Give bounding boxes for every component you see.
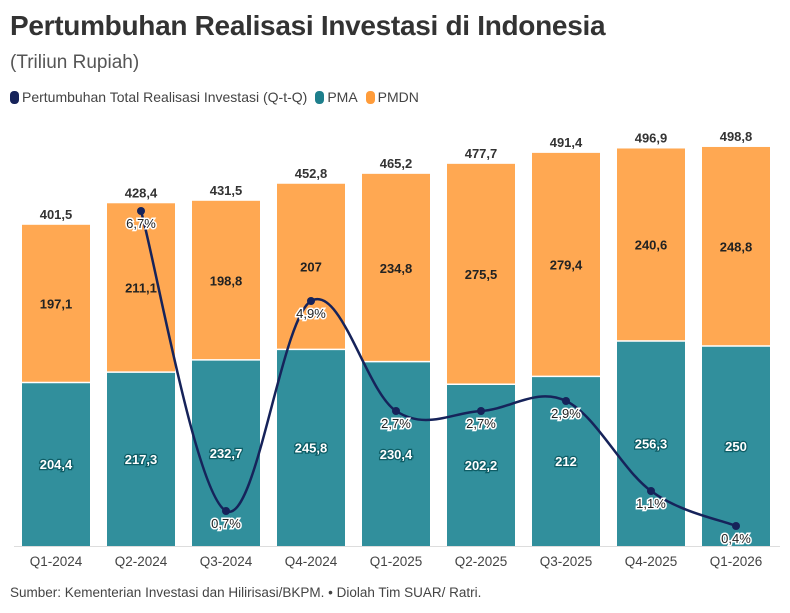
growth-point — [477, 407, 485, 415]
bar-pmdn — [192, 200, 260, 360]
data-label-pma: 230,4 — [380, 447, 413, 462]
data-label-pma: 250 — [725, 439, 747, 454]
data-label-total: 498,8 — [720, 129, 753, 144]
data-label-pmdn: 240,6 — [635, 238, 668, 253]
bar-pmdn — [532, 152, 600, 377]
growth-point — [562, 397, 570, 405]
legend-label-pma: PMA — [327, 89, 358, 105]
data-label-total: 491,4 — [550, 135, 583, 150]
bar-pma — [362, 361, 430, 546]
growth-label: 6,7% — [126, 216, 156, 231]
x-tick-label: Q2-2024 — [115, 554, 168, 569]
bar-pmdn — [362, 173, 430, 362]
x-tick-label: Q1-2025 — [370, 554, 423, 569]
data-label-total: 431,5 — [210, 183, 243, 198]
chart-subtitle: (Triliun Rupiah) — [10, 52, 140, 73]
legend-swatch-pma — [315, 90, 325, 104]
data-label-pmdn: 275,5 — [465, 267, 498, 282]
data-label-total: 496,9 — [635, 130, 668, 145]
data-label-pmdn: 211,1 — [125, 281, 157, 296]
growth-label: 1,1% — [636, 496, 666, 511]
data-label-pmdn: 197,1 — [40, 297, 73, 312]
legend-item-line: Pertumbuhan Total Realisasi Investasi (Q… — [10, 89, 307, 105]
x-tick-label: Q1-2026 — [710, 554, 763, 569]
x-tick-label: Q2-2025 — [455, 554, 508, 569]
growth-point — [392, 407, 400, 415]
source-note: Sumber: Kementerian Investasi dan Hiliri… — [10, 585, 482, 600]
bar-pma — [22, 382, 90, 546]
bar-pma — [277, 349, 345, 546]
data-label-pmdn: 279,4 — [550, 258, 583, 273]
bar-pmdn — [22, 224, 90, 383]
legend-item-pmdn: PMDN — [365, 89, 419, 105]
x-tick-label: Q4-2025 — [625, 554, 678, 569]
growth-label: 4,9% — [296, 306, 326, 321]
growth-label: 2,9% — [551, 406, 581, 421]
bar-pmdn — [702, 146, 770, 346]
bar-pma — [702, 346, 770, 546]
data-label-pma: 202,2 — [465, 458, 498, 473]
chart-title: Pertumbuhan Realisasi Investasi di Indon… — [10, 10, 606, 41]
data-label-total: 452,8 — [295, 166, 328, 181]
data-label-total: 401,5 — [40, 207, 73, 222]
data-label-pma: 245,8 — [295, 441, 328, 456]
growth-label: 0,4% — [721, 531, 751, 546]
x-tick-label: Q3-2024 — [200, 554, 253, 569]
growth-point — [222, 507, 230, 515]
data-label-total: 428,4 — [125, 185, 158, 200]
data-label-pma: 204,4 — [40, 457, 73, 472]
data-label-pma: 217,3 — [125, 452, 158, 467]
bar-pmdn — [447, 163, 515, 385]
bar-pma — [617, 340, 685, 546]
data-label-pma: 232,7 — [210, 446, 243, 461]
bar-pmdn — [107, 203, 175, 373]
bar-pmdn — [617, 148, 685, 341]
x-tick-label: Q3-2025 — [540, 554, 593, 569]
growth-label: 0,7% — [211, 516, 241, 531]
growth-line — [139, 210, 737, 528]
growth-label: 2,7% — [466, 416, 496, 431]
data-label-pmdn: 198,8 — [210, 273, 243, 288]
data-label-pmdn: 234,8 — [380, 261, 413, 276]
data-label-pma: 212 — [555, 454, 577, 469]
growth-point — [732, 522, 740, 530]
legend-item-pma: PMA — [315, 89, 358, 105]
bar-pma — [107, 372, 175, 546]
legend-swatch-line — [10, 90, 19, 104]
legend-swatch-pmdn — [365, 90, 375, 104]
x-tick-label: Q1-2024 — [30, 554, 83, 569]
growth-point — [137, 207, 145, 215]
legend: Pertumbuhan Total Realisasi Investasi (Q… — [10, 89, 419, 105]
legend-label-line: Pertumbuhan Total Realisasi Investasi (Q… — [22, 89, 308, 105]
legend-label-pmdn: PMDN — [377, 89, 419, 105]
data-label-total: 465,2 — [380, 156, 413, 171]
data-label-pma: 256,3 — [635, 436, 668, 451]
growth-point — [647, 487, 655, 495]
data-label-total: 477,7 — [465, 146, 498, 161]
data-label-pmdn: 207 — [300, 260, 322, 275]
bar-pmdn — [277, 183, 345, 350]
data-label-pmdn: 248,8 — [720, 239, 753, 254]
plot-area: 204,4 197,1 401,5 Q1-2024 217,3 211,1 428,4 Q2-… — [14, 129, 780, 569]
growth-point — [307, 297, 315, 305]
x-tick-label: Q4-2024 — [285, 554, 338, 569]
growth-label: 2,7% — [381, 416, 411, 431]
